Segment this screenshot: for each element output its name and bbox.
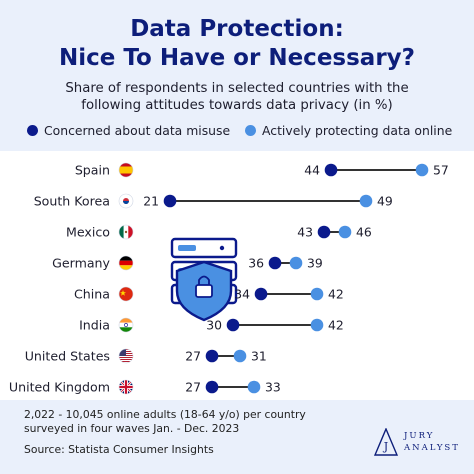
category-label: Germany: [52, 256, 110, 271]
value-label-protecting: 31: [251, 349, 267, 364]
category-label: India: [79, 318, 110, 333]
legend-item-concerned: Concerned about data misuse: [27, 123, 230, 138]
chart-row: India 30 42: [79, 318, 344, 333]
title-line-2: Nice To Have or Necessary?: [59, 45, 415, 71]
legend-dot-concerned: [27, 125, 38, 136]
value-label-concerned: 30: [206, 318, 222, 333]
chart-row: Germany 36 39: [52, 256, 323, 271]
value-label-concerned: 27: [185, 349, 201, 364]
chart-row: Spain 44 57: [75, 163, 449, 178]
point-protecting: [415, 163, 429, 177]
subtitle-line-2: following attitudes towards data privacy…: [81, 98, 393, 113]
legend-dot-protecting: [245, 125, 256, 136]
legend-label-concerned: Concerned about data misuse: [44, 123, 231, 138]
value-label-protecting: 42: [328, 318, 344, 333]
category-label: United Kingdom: [9, 380, 110, 395]
chart-row: China 34 42: [74, 287, 344, 302]
legend-item-protecting: Actively protecting data online: [245, 123, 452, 138]
footer-note-line-1: 2,022 - 10,045 online adults (18-64 y/o)…: [24, 408, 306, 421]
point-concerned: [317, 225, 331, 239]
jury-analyst-logo-icon: J: [374, 428, 398, 456]
spain-flag-icon: [118, 162, 134, 178]
legend-label-protecting: Actively protecting data online: [262, 123, 453, 138]
point-concerned: [254, 287, 268, 301]
value-label-concerned: 44: [304, 163, 320, 178]
chart-row: United Kingdom 27 33: [9, 380, 281, 395]
mexico-flag-icon: [118, 224, 134, 240]
dumbbell-chart: Spain 44 57 South Korea 21 49 Mexico 43 46 German…: [9, 163, 449, 395]
chart-row: Mexico 43 46: [66, 225, 372, 240]
footer-source: Source: Statista Consumer Insights: [24, 443, 214, 456]
category-label: Spain: [75, 163, 110, 178]
logo-text-line-2: ANALYST: [404, 443, 460, 453]
point-concerned: [268, 256, 282, 270]
point-concerned: [226, 318, 240, 332]
value-label-protecting: 49: [377, 194, 393, 209]
footer-note-line-2: surveyed in four waves Jan. - Dec. 2023: [24, 422, 240, 435]
point-concerned: [205, 349, 219, 363]
south-korea-flag-icon: [118, 193, 134, 209]
value-label-protecting: 42: [328, 287, 344, 302]
chart-row: South Korea 21 49: [34, 194, 393, 209]
chart-row: United States 27 31: [25, 349, 267, 364]
point-protecting: [233, 349, 247, 363]
category-label: United States: [25, 349, 110, 364]
value-label-concerned: 36: [248, 256, 264, 271]
value-label-concerned: 27: [185, 380, 201, 395]
legend: Concerned about data misuse Actively pro…: [0, 122, 474, 142]
point-protecting: [247, 380, 261, 394]
title-line-1: Data Protection:: [130, 16, 344, 42]
value-label-protecting: 57: [433, 163, 449, 178]
point-protecting: [310, 287, 324, 301]
point-concerned: [205, 380, 219, 394]
point-protecting: [338, 225, 352, 239]
china-flag-icon: [118, 286, 134, 302]
value-label-concerned: 34: [234, 287, 250, 302]
india-flag-icon: [118, 317, 134, 333]
server-security-shield-icon: [170, 237, 238, 322]
value-label-concerned: 43: [297, 225, 313, 240]
point-concerned: [163, 194, 177, 208]
point-protecting: [359, 194, 373, 208]
subtitle-line-1: Share of respondents in selected countri…: [65, 81, 409, 96]
point-concerned: [324, 163, 338, 177]
value-label-protecting: 39: [307, 256, 323, 271]
united-states-flag-icon: [118, 348, 134, 364]
point-protecting: [289, 256, 303, 270]
value-label-protecting: 46: [356, 225, 372, 240]
jury-analyst-logo: J JURY ANALYST: [374, 428, 458, 458]
logo-text-line-1: JURY: [404, 431, 435, 441]
united-kingdom-flag-icon: [118, 379, 134, 395]
germany-flag-icon: [118, 255, 134, 271]
category-label: South Korea: [34, 194, 110, 209]
point-protecting: [310, 318, 324, 332]
svg-text:J: J: [383, 440, 388, 453]
value-label-concerned: 21: [143, 194, 159, 209]
category-label: Mexico: [66, 225, 110, 240]
category-label: China: [74, 287, 110, 302]
value-label-protecting: 33: [265, 380, 281, 395]
